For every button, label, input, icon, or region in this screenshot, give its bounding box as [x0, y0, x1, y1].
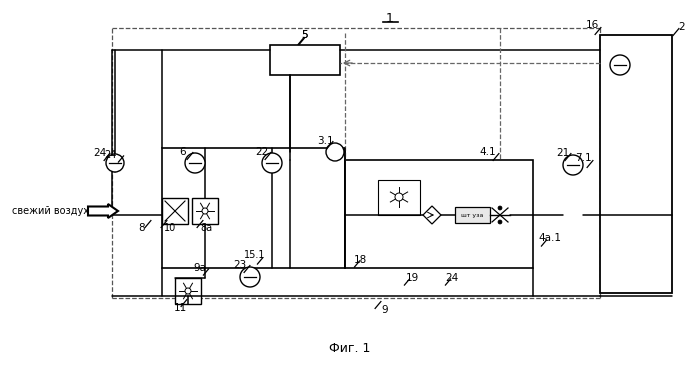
Circle shape — [563, 155, 583, 175]
Text: 24: 24 — [445, 273, 459, 283]
Bar — [455, 207, 490, 223]
Bar — [162, 198, 188, 224]
Text: 9: 9 — [382, 305, 389, 315]
Text: 19: 19 — [405, 273, 419, 283]
Bar — [175, 278, 201, 304]
Text: 2: 2 — [679, 22, 685, 32]
Text: 11: 11 — [173, 303, 187, 313]
FancyArrow shape — [88, 204, 118, 218]
Circle shape — [240, 267, 260, 287]
Circle shape — [185, 153, 205, 173]
Text: 10: 10 — [164, 223, 176, 233]
Text: 9a: 9a — [194, 263, 206, 273]
Bar — [270, 45, 340, 75]
Circle shape — [498, 220, 502, 224]
Text: свежий воздух: свежий воздух — [11, 206, 89, 216]
Text: 1: 1 — [386, 11, 394, 24]
Circle shape — [202, 208, 208, 214]
Text: 8: 8 — [138, 223, 145, 233]
Circle shape — [498, 206, 502, 210]
Bar — [345, 160, 533, 268]
Bar — [192, 198, 218, 224]
Circle shape — [610, 55, 630, 75]
Text: 18: 18 — [354, 255, 366, 265]
Text: 8a: 8a — [200, 223, 212, 233]
Circle shape — [262, 153, 282, 173]
Text: 5: 5 — [302, 30, 308, 40]
Text: 4a.1: 4a.1 — [538, 233, 561, 243]
Text: 24: 24 — [105, 150, 117, 160]
Text: шт уза: шт уза — [461, 212, 483, 218]
Text: 22: 22 — [255, 147, 268, 157]
Text: 23: 23 — [233, 260, 247, 270]
Text: 7.1: 7.1 — [575, 153, 591, 163]
Text: 24: 24 — [94, 148, 107, 158]
Text: 6: 6 — [180, 147, 187, 157]
Circle shape — [185, 288, 191, 294]
Bar — [162, 148, 345, 268]
Text: 21: 21 — [556, 148, 570, 158]
Text: 5: 5 — [302, 30, 308, 40]
Bar — [378, 180, 420, 215]
Circle shape — [326, 143, 344, 161]
Circle shape — [395, 193, 403, 201]
Text: 3.1: 3.1 — [317, 136, 333, 146]
Polygon shape — [423, 206, 441, 224]
Text: 16: 16 — [585, 20, 598, 30]
Circle shape — [106, 154, 124, 172]
Text: 15.1: 15.1 — [244, 250, 266, 260]
Text: 4.1: 4.1 — [480, 147, 496, 157]
Text: Фиг. 1: Фиг. 1 — [329, 342, 370, 354]
Bar — [600, 35, 672, 293]
